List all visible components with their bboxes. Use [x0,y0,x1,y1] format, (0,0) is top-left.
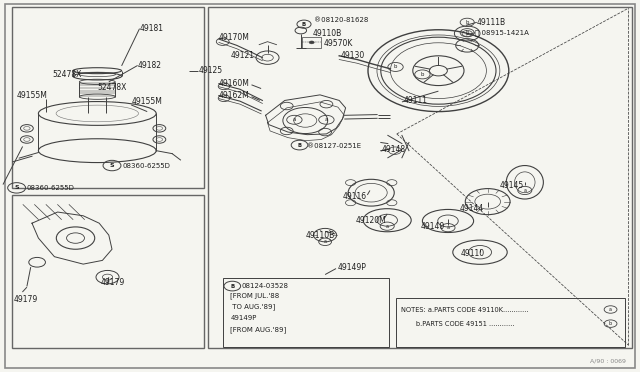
Text: 49179: 49179 [101,278,125,287]
Bar [223,278,389,347]
Text: S: S [109,163,115,168]
Text: 08360-6255D: 08360-6255D [122,163,170,169]
Bar [208,7,632,348]
Text: 49155M: 49155M [132,97,163,106]
Text: 49125: 49125 [198,66,223,75]
Text: 49160M: 49160M [219,79,250,88]
Text: A/90 : 0069: A/90 : 0069 [590,359,626,364]
Text: 49182: 49182 [138,61,161,70]
Text: 49110B: 49110B [312,29,342,38]
Bar [12,7,204,188]
Bar [302,37,321,48]
Text: 49148: 49148 [382,145,406,154]
Text: 08360-6255D: 08360-6255D [27,185,75,191]
Text: 49179: 49179 [14,295,38,304]
Text: 49145: 49145 [499,182,524,190]
Text: b: b [394,64,397,70]
Text: 49144: 49144 [460,204,484,213]
Text: NOTES: a.PARTS CODE 49110K............: NOTES: a.PARTS CODE 49110K............ [401,307,528,312]
Text: 08124-03528: 08124-03528 [242,283,289,289]
Text: 49181: 49181 [140,24,164,33]
Text: 49116: 49116 [343,192,367,201]
Text: 49111B: 49111B [477,18,506,27]
Text: 49155M: 49155M [17,91,47,100]
Text: b: b [465,30,469,35]
Text: b: b [465,20,469,25]
Text: a: a [324,239,326,244]
Text: a: a [447,225,449,230]
Text: 49162M: 49162M [219,91,250,100]
Text: a: a [524,188,526,193]
Text: a: a [292,117,296,122]
Text: 49170M: 49170M [219,33,250,42]
Circle shape [309,41,314,44]
Text: TO AUG.'89]: TO AUG.'89] [230,304,276,310]
Text: [FROM AUG.'89]: [FROM AUG.'89] [230,326,287,333]
Bar [12,195,204,348]
Text: B: B [298,142,301,148]
Text: a: a [324,117,328,122]
Text: Ⓜ 08915-1421A: Ⓜ 08915-1421A [475,29,529,36]
Text: B: B [230,283,234,289]
Text: 49130: 49130 [340,51,365,60]
Text: 49570K: 49570K [324,39,353,48]
Text: 52478X: 52478X [52,70,82,79]
Text: b.PARTS CODE 49151 ............: b.PARTS CODE 49151 ............ [401,321,514,327]
Text: 49110B: 49110B [306,231,335,240]
Text: 49120M: 49120M [356,216,387,225]
Text: 49121: 49121 [230,51,254,60]
Text: 49149P: 49149P [230,315,257,321]
Text: S: S [14,185,19,190]
Text: [FROM JUL.'88: [FROM JUL.'88 [230,292,280,299]
Text: ®08120-81628: ®08120-81628 [314,17,368,23]
Text: b: b [609,321,612,326]
Text: 52478X: 52478X [97,83,127,92]
Text: 49110: 49110 [461,249,485,258]
Text: ®08127-0251E: ®08127-0251E [307,143,362,149]
Text: 49149P: 49149P [338,263,367,272]
Text: 49140: 49140 [421,222,445,231]
Bar [396,298,625,347]
Text: 49111: 49111 [403,96,428,105]
Text: a: a [386,224,388,229]
Text: B: B [302,22,306,27]
Text: a: a [609,307,612,312]
Text: b: b [420,72,424,77]
